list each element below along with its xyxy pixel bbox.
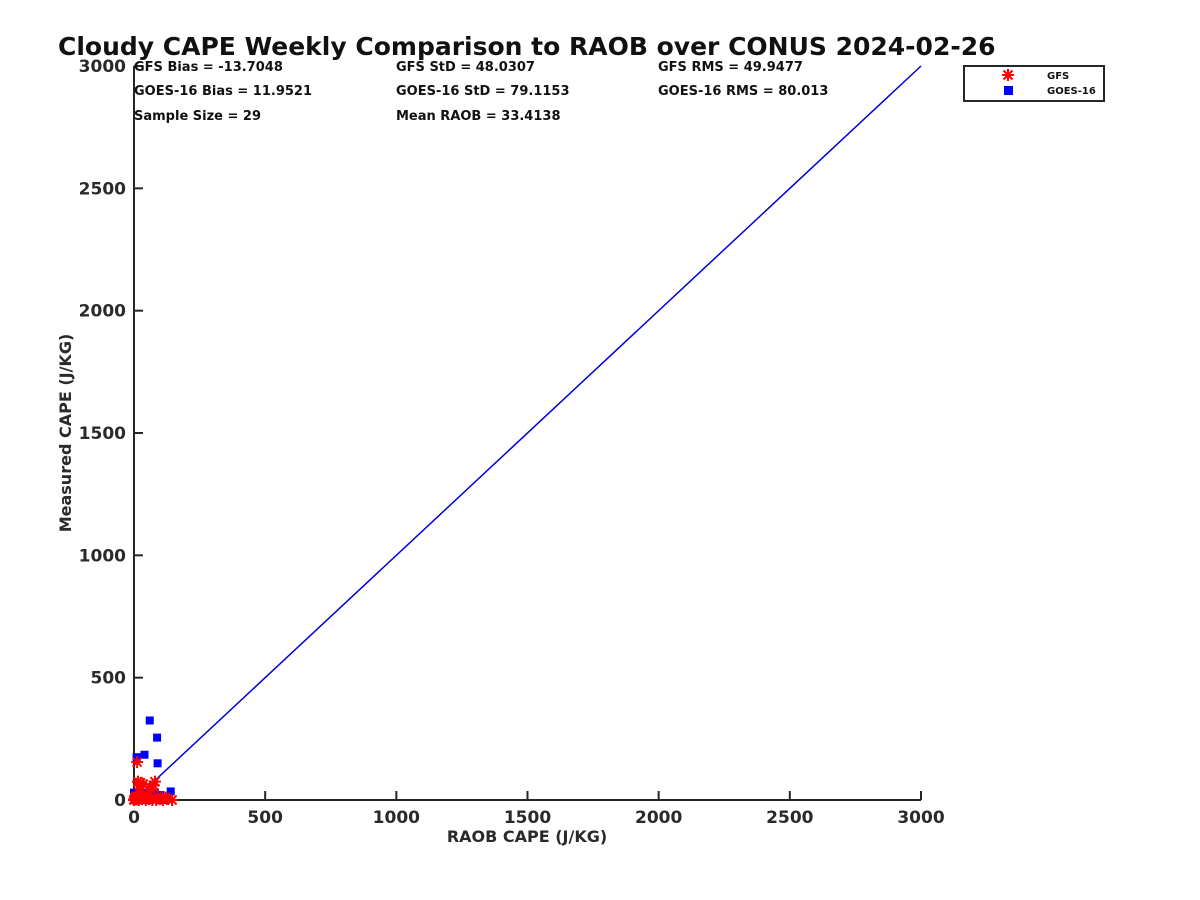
y-axis-label: Measured CAPE (J/KG)	[56, 334, 75, 533]
y-tick-label: 1000	[79, 546, 126, 566]
legend-goes16-label: GOES-16	[1047, 86, 1096, 97]
x-tick-label: 3000	[897, 808, 944, 828]
goes16-bias-stat: GOES-16 Bias = 11.9521	[134, 84, 312, 99]
gfs-series	[128, 756, 179, 806]
y-tick-label: 500	[91, 669, 127, 689]
y-tick-label: 2500	[79, 179, 126, 199]
sample-size-stat: Sample Size = 29	[134, 109, 261, 124]
gfs-std-stat: GFS StD = 48.0307	[396, 60, 535, 75]
x-tick-label: 1500	[504, 808, 551, 828]
x-tick-label: 2500	[766, 808, 813, 828]
gfs-marker-stroke	[166, 794, 178, 806]
x-tick-label: 1000	[373, 808, 420, 828]
x-axis-ticks: 0 500 1000 1500 2000 2500 3000	[128, 791, 945, 828]
gfs-point	[131, 756, 144, 769]
legend: GFS GOES-16	[963, 65, 1105, 102]
gfs-bias-stat: GFS Bias = -13.7048	[134, 60, 283, 75]
gfs-marker-stroke	[131, 756, 143, 768]
goes16-rms-stat: GOES-16 RMS = 80.013	[658, 84, 828, 99]
goes16-std-stat: GOES-16 StD = 79.1153	[396, 84, 570, 99]
x-tick-label: 500	[247, 808, 283, 828]
gfs-point	[166, 794, 179, 806]
legend-gfs-marker	[1002, 69, 1014, 81]
gfs-marker-stroke	[1002, 69, 1014, 81]
y-tick-label: 3000	[79, 57, 126, 77]
goes16-point	[153, 733, 162, 742]
mean-raob-stat: Mean RAOB = 33.4138	[396, 109, 561, 124]
gfs-asterisk-icon	[1002, 69, 1014, 81]
x-axis-label: RAOB CAPE (J/KG)	[447, 827, 607, 846]
y-tick-label: 2000	[79, 302, 126, 322]
gfs-marker-stroke	[137, 778, 149, 790]
legend-gfs-label: GFS	[1047, 71, 1069, 82]
goes16-point	[145, 716, 154, 725]
gfs-point	[148, 775, 161, 788]
goes16-point	[153, 759, 162, 768]
gfs-marker-stroke	[149, 776, 161, 787]
legend-goes16-marker	[1004, 86, 1013, 95]
gfs-rms-stat: GFS RMS = 49.9477	[658, 60, 803, 75]
y-axis-ticks: 0 500 1000 1500 2000 2500 3000	[79, 57, 143, 811]
one-to-one-reference-line	[133, 65, 922, 801]
legend-box	[963, 65, 1105, 102]
goes16-point	[166, 787, 175, 796]
goes16-point	[140, 750, 149, 759]
chart-title: Cloudy CAPE Weekly Comparison to RAOB ov…	[58, 32, 996, 61]
x-tick-label: 2000	[635, 808, 682, 828]
y-tick-label: 1500	[79, 424, 126, 444]
x-tick-label: 0	[128, 808, 140, 828]
y-tick-label: 0	[114, 791, 126, 811]
